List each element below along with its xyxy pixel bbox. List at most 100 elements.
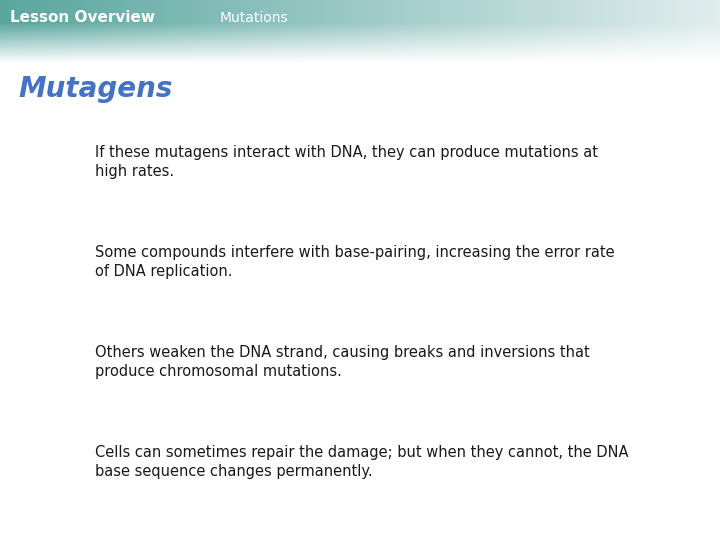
Bar xyxy=(312,36,315,38)
Bar xyxy=(315,26,317,28)
Bar xyxy=(343,56,346,58)
Bar xyxy=(348,24,351,26)
Bar xyxy=(405,54,408,56)
Bar xyxy=(540,22,542,24)
Bar xyxy=(675,30,677,32)
Bar xyxy=(295,24,297,26)
Bar xyxy=(574,30,576,32)
Bar xyxy=(600,22,603,24)
Bar xyxy=(605,30,607,32)
Bar xyxy=(593,32,595,34)
Bar xyxy=(413,28,415,30)
Bar xyxy=(571,60,574,62)
Bar xyxy=(571,26,574,28)
Bar xyxy=(161,60,163,62)
Bar xyxy=(451,34,454,36)
Bar xyxy=(523,42,526,44)
Bar xyxy=(504,52,506,54)
Bar xyxy=(513,36,516,38)
Bar xyxy=(86,56,89,58)
Bar xyxy=(288,46,290,48)
Bar xyxy=(554,28,557,30)
Bar xyxy=(27,48,29,50)
Bar xyxy=(156,24,158,26)
Bar xyxy=(461,34,463,36)
Bar xyxy=(581,46,583,48)
Bar xyxy=(475,36,477,38)
Bar xyxy=(2,54,5,56)
Bar xyxy=(269,46,271,48)
Bar xyxy=(626,24,629,26)
Bar xyxy=(12,22,14,24)
Bar xyxy=(171,52,173,54)
Bar xyxy=(619,38,621,40)
Bar xyxy=(684,58,686,60)
Bar xyxy=(127,34,130,36)
Bar xyxy=(648,24,650,26)
Bar xyxy=(142,32,144,34)
Bar xyxy=(581,32,583,34)
Bar xyxy=(607,44,610,46)
Bar xyxy=(559,36,562,38)
Bar xyxy=(523,58,526,60)
Bar xyxy=(163,46,166,48)
Bar xyxy=(50,32,53,34)
Bar xyxy=(603,36,605,38)
Bar xyxy=(653,36,655,38)
Bar xyxy=(562,32,564,34)
Bar xyxy=(305,54,307,56)
Bar xyxy=(379,54,382,56)
Bar xyxy=(22,40,24,42)
Bar xyxy=(470,42,473,44)
Bar xyxy=(288,34,290,36)
Bar xyxy=(326,48,329,50)
Bar xyxy=(655,60,657,62)
Bar xyxy=(446,42,449,44)
Bar xyxy=(446,56,449,58)
Bar xyxy=(626,40,629,42)
Bar xyxy=(45,38,48,40)
Bar xyxy=(319,60,322,62)
Bar xyxy=(629,50,631,52)
Bar xyxy=(355,26,358,28)
Bar xyxy=(567,0,569,22)
Bar xyxy=(312,24,315,26)
Bar xyxy=(315,58,317,60)
Bar xyxy=(43,38,45,40)
Bar xyxy=(718,50,720,52)
Bar xyxy=(706,26,708,28)
Bar xyxy=(439,30,441,32)
Bar xyxy=(499,24,502,26)
Bar xyxy=(230,42,233,44)
Bar xyxy=(65,26,67,28)
Bar xyxy=(718,36,720,38)
Bar xyxy=(423,60,425,62)
Bar xyxy=(430,54,432,56)
Bar xyxy=(413,36,415,38)
Bar xyxy=(672,30,675,32)
Bar xyxy=(50,42,53,44)
Bar xyxy=(283,40,286,42)
Bar xyxy=(358,32,360,34)
Bar xyxy=(302,42,305,44)
Bar xyxy=(576,36,578,38)
Bar xyxy=(230,50,233,52)
Bar xyxy=(175,28,178,30)
Bar xyxy=(394,52,396,54)
Bar xyxy=(276,30,279,32)
Bar xyxy=(578,30,581,32)
Bar xyxy=(693,22,696,24)
Bar xyxy=(65,60,67,62)
Bar xyxy=(125,50,127,52)
Bar xyxy=(610,48,612,50)
Bar xyxy=(410,52,413,54)
Bar xyxy=(336,38,338,40)
Bar xyxy=(477,50,480,52)
Bar xyxy=(598,22,600,24)
Bar xyxy=(7,44,9,46)
Bar xyxy=(228,50,230,52)
Bar xyxy=(139,40,142,42)
Bar xyxy=(91,54,94,56)
Bar xyxy=(135,40,137,42)
Bar xyxy=(528,36,531,38)
